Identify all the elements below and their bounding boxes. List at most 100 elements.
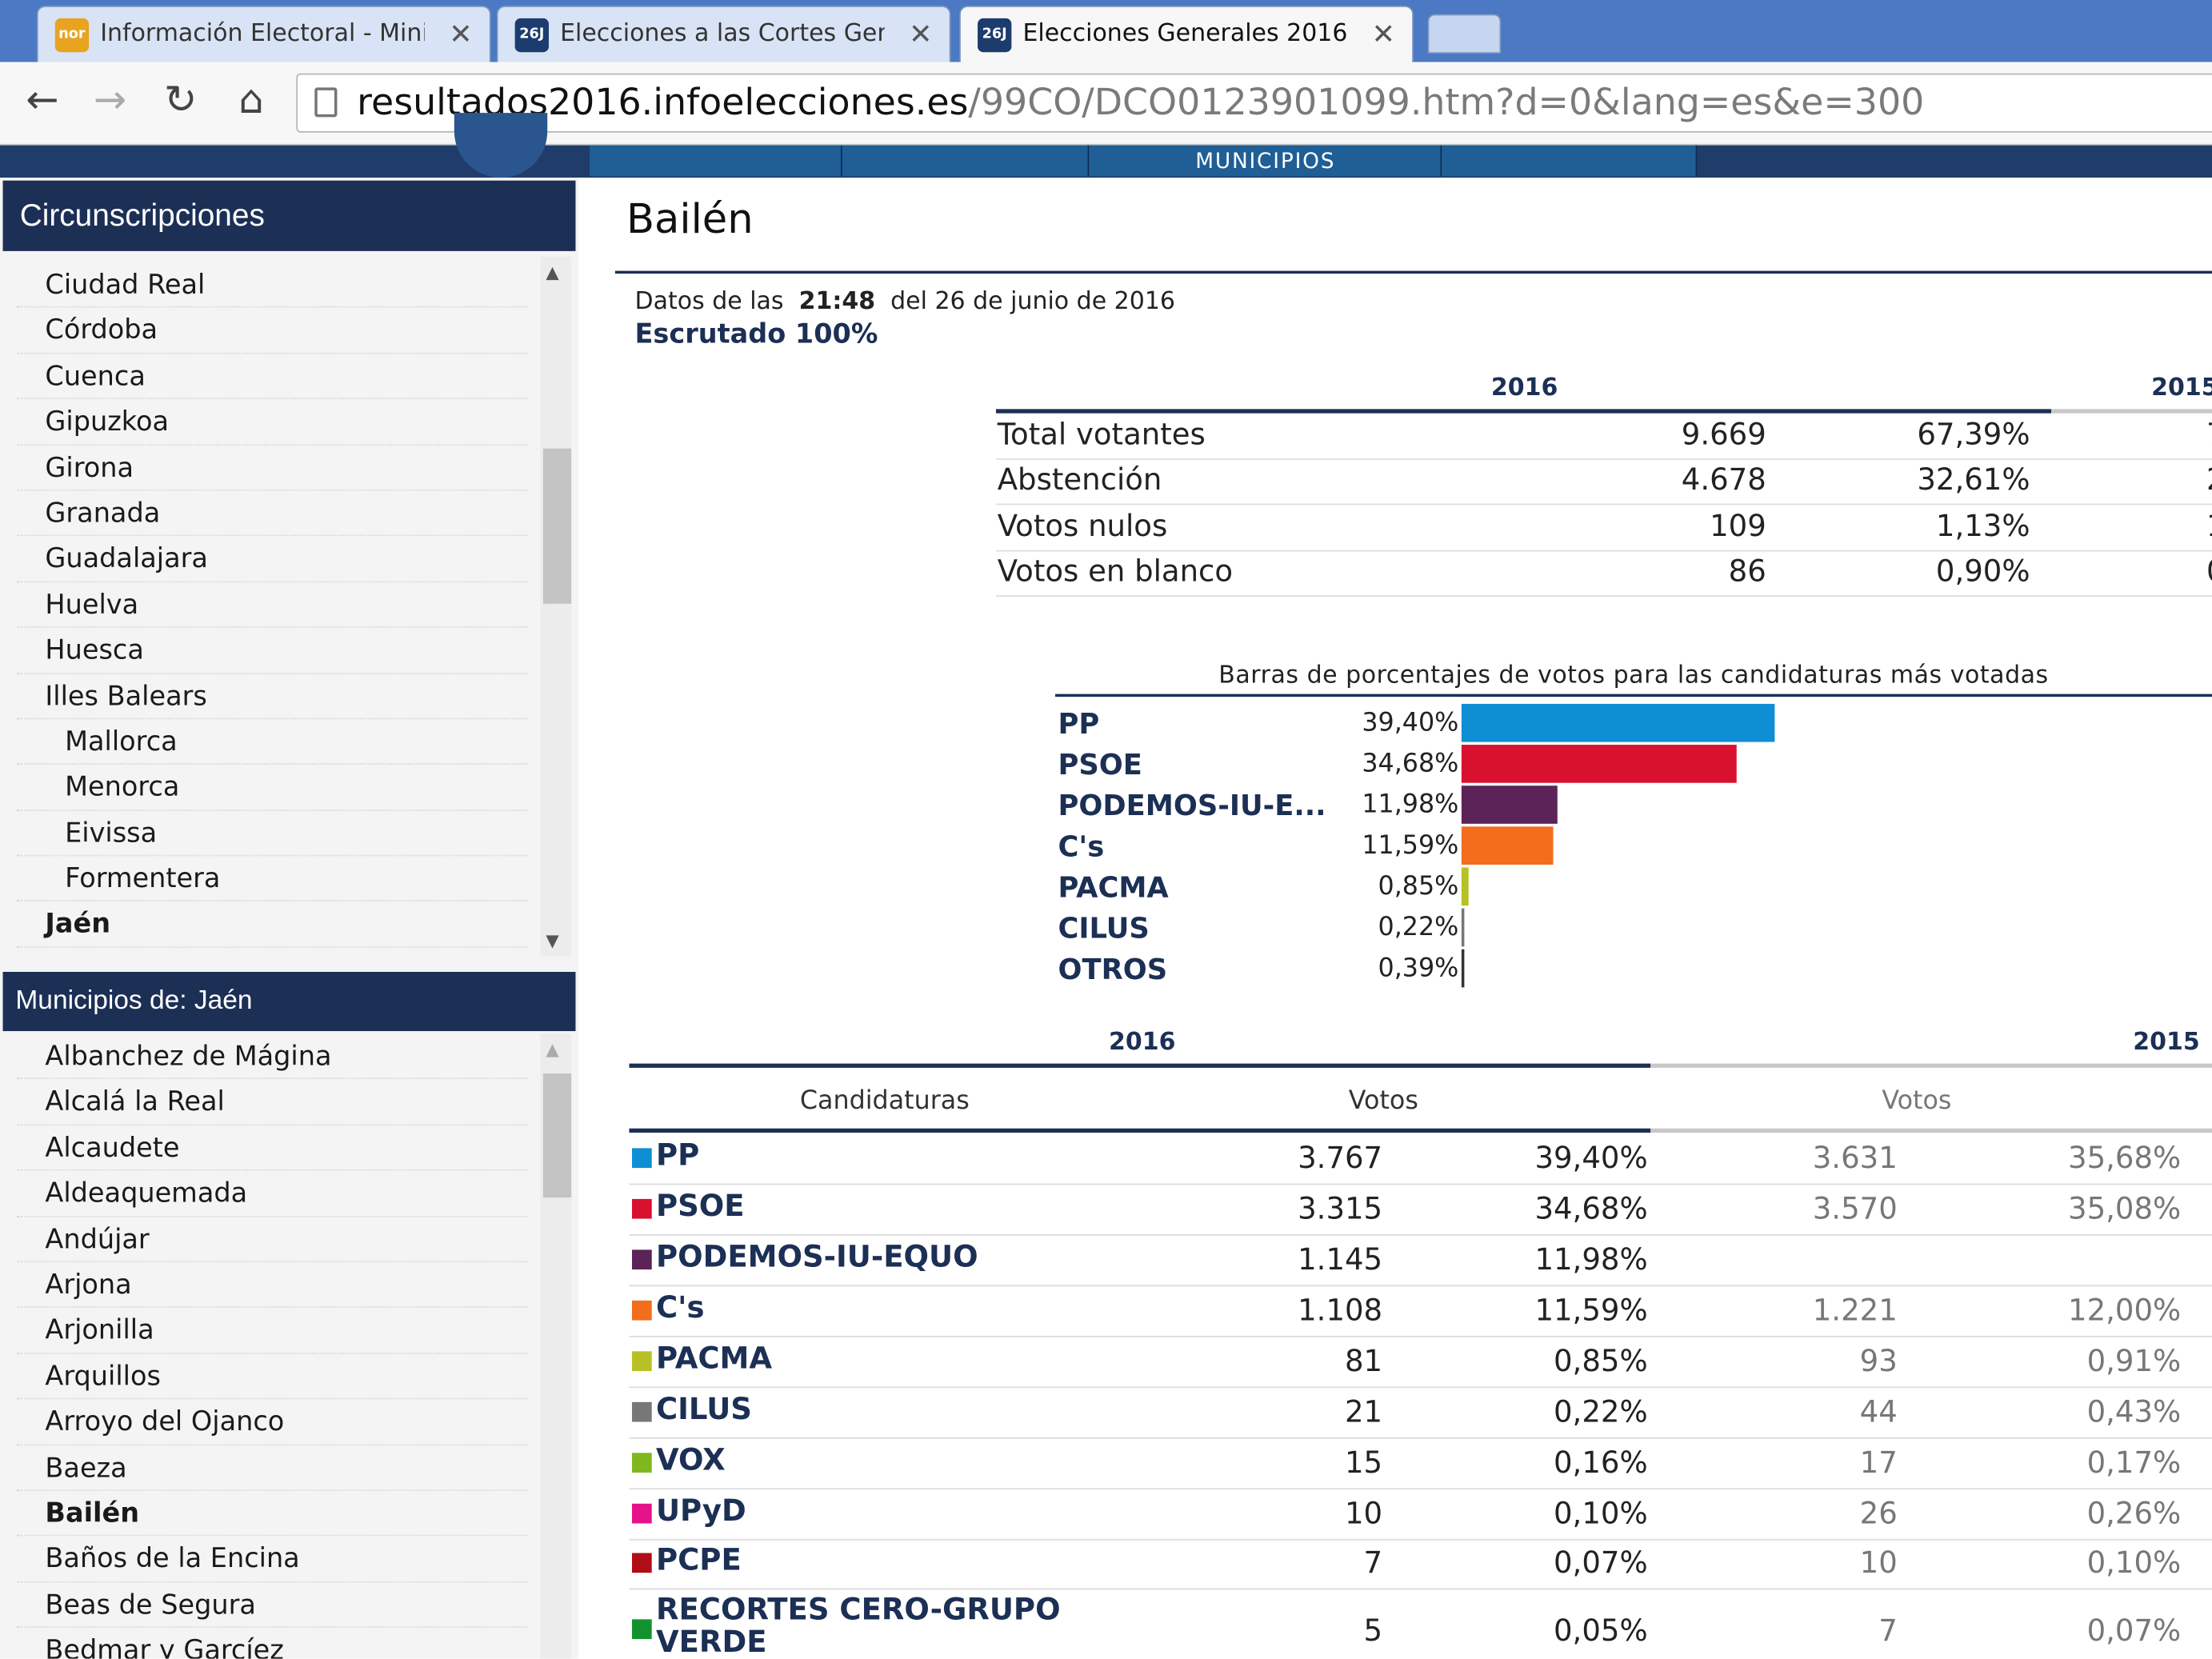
municipio-item[interactable]: Beas de Segura bbox=[17, 1582, 528, 1629]
circunscripcion-item[interactable]: Huesca bbox=[17, 628, 528, 674]
bars-caption: Barras de porcentajes de votos para las … bbox=[1218, 662, 2049, 690]
pct-2016: 0,07% bbox=[1553, 1545, 1648, 1581]
circunscripcion-item[interactable]: Girona bbox=[17, 445, 528, 491]
votes-2016: 1.108 bbox=[1298, 1293, 1383, 1328]
bar-fill bbox=[1461, 703, 1775, 742]
home-icon[interactable]: ⌂ bbox=[238, 76, 264, 123]
votes-2015: 3.570 bbox=[1812, 1192, 1898, 1226]
pct-2016: 0,22% bbox=[1553, 1395, 1648, 1429]
tab-elecciones-cortes[interactable]: 26J Elecciones a las Cortes Gener ✕ bbox=[496, 6, 951, 62]
summary-year-2016: 2016 bbox=[1490, 374, 1558, 402]
circunscripcion-item[interactable]: Ciudad Real bbox=[17, 262, 528, 309]
results-rule-2016 bbox=[629, 1063, 1651, 1068]
results-row: VOX 15 0,16% 17 0,17% bbox=[629, 1437, 2212, 1490]
back-arrow-icon[interactable]: ← bbox=[26, 76, 59, 123]
municipio-item[interactable]: Arjona bbox=[17, 1262, 528, 1309]
scrollbar-thumb[interactable] bbox=[542, 1073, 572, 1198]
summary-votes-2016: 86 bbox=[1728, 554, 1766, 589]
municipios-scrollbar[interactable]: ▲ bbox=[540, 1033, 572, 1659]
tab-elecciones-generales[interactable]: 26J Elecciones Generales 2016 - ( ✕ bbox=[959, 6, 1414, 62]
scroll-down-icon[interactable]: ▼ bbox=[546, 930, 559, 951]
bar-party-name: PP bbox=[1058, 706, 1100, 741]
site-nav-item[interactable] bbox=[590, 145, 842, 177]
26j-icon: 26J bbox=[978, 18, 1012, 53]
circunscripcion-item[interactable]: Cuenca bbox=[17, 354, 528, 400]
data-timestamp: Datos de las 21:48 del 26 de junio de 20… bbox=[635, 288, 1175, 316]
close-icon[interactable]: ✕ bbox=[909, 17, 933, 51]
bar-percentage: 34,68% bbox=[1362, 749, 1459, 779]
address-bar[interactable]: resultados2016.infoelecciones.es/99CO/DC… bbox=[296, 73, 2212, 133]
scrollbar-thumb[interactable] bbox=[542, 448, 572, 604]
pct-2016: 0,05% bbox=[1553, 1613, 1648, 1648]
reload-icon[interactable]: ↻ bbox=[164, 76, 198, 123]
votes-2015: 93 bbox=[1859, 1344, 1898, 1378]
tab-informacion-electoral[interactable]: nor Información Electoral - Minist ✕ bbox=[36, 6, 491, 62]
summary-row: Votos en blanco 86 0,90% 0 bbox=[995, 550, 2212, 598]
circunscripcion-item[interactable]: Gipuzkoa bbox=[17, 399, 528, 446]
pct-2016: 0,16% bbox=[1553, 1445, 1648, 1480]
bar-party-name: PACMA bbox=[1058, 870, 1169, 905]
site-nav-municipios[interactable] bbox=[1089, 145, 1442, 177]
site-nav-municipios-label[interactable]: MUNICIPIOS bbox=[1195, 148, 1336, 174]
votes-2015: 26 bbox=[1859, 1496, 1898, 1531]
circunscripcion-item[interactable]: Eivissa bbox=[17, 810, 528, 857]
party-name: PODEMOS-IU-EQUO bbox=[655, 1240, 978, 1274]
results-row: PP 3.767 39,40% 3.631 35,68% bbox=[629, 1133, 2212, 1185]
circunscripcion-item[interactable]: Guadalajara bbox=[17, 537, 528, 582]
26j-icon: 26J bbox=[514, 18, 549, 53]
bar-party-name: OTROS bbox=[1058, 952, 1168, 986]
summary-pct-2016: 0,90% bbox=[1935, 554, 2030, 589]
circunscripciones-scrollbar[interactable]: ▲ ▼ bbox=[540, 256, 572, 957]
circunscripcion-item[interactable]: Granada bbox=[17, 491, 528, 537]
municipio-item[interactable]: Albanchez de Mágina bbox=[17, 1034, 528, 1080]
municipio-item[interactable]: Arjonilla bbox=[17, 1308, 528, 1354]
pct-2015: 0,10% bbox=[2086, 1545, 2182, 1581]
summary-label: Total votantes bbox=[997, 417, 1206, 452]
summary-value-2015: 0 bbox=[2206, 554, 2212, 588]
site-nav-item[interactable] bbox=[842, 145, 1090, 177]
summary-row: Abstención 4.678 32,61% 28 bbox=[995, 459, 2212, 506]
new-tab-button[interactable] bbox=[1427, 14, 1502, 54]
site-nav-item[interactable] bbox=[1442, 145, 1698, 177]
circunscripcion-item[interactable]: Formentera bbox=[17, 857, 528, 902]
party-color-swatch bbox=[632, 1619, 652, 1640]
municipio-item[interactable]: Andújar bbox=[17, 1217, 528, 1263]
scroll-up-icon[interactable]: ▲ bbox=[546, 262, 559, 282]
bar-percentage: 11,59% bbox=[1362, 830, 1459, 861]
pct-2016: 11,98% bbox=[1534, 1242, 1648, 1277]
bar-fill bbox=[1461, 867, 1469, 906]
circunscripcion-item[interactable]: Illes Balears bbox=[17, 674, 528, 720]
circunscripcion-item[interactable]: Jaén bbox=[17, 902, 528, 948]
municipio-item[interactable]: Alcalá la Real bbox=[17, 1080, 528, 1125]
circunscripcion-item[interactable]: Córdoba bbox=[17, 308, 528, 354]
circunscripcion-item[interactable]: Mallorca bbox=[17, 719, 528, 766]
municipio-item[interactable]: Arroyo del Ojanco bbox=[17, 1400, 528, 1445]
municipio-item[interactable]: Alcaudete bbox=[17, 1125, 528, 1171]
municipio-item[interactable]: Baeza bbox=[17, 1445, 528, 1491]
municipio-item[interactable]: Bailén bbox=[17, 1491, 528, 1537]
title-divider bbox=[614, 270, 2212, 274]
scroll-up-icon[interactable]: ▲ bbox=[546, 1039, 559, 1060]
votes-2016: 7 bbox=[1363, 1545, 1383, 1581]
municipio-item[interactable]: Baños de la Encina bbox=[17, 1537, 528, 1582]
votes-2015: 3.631 bbox=[1812, 1141, 1898, 1175]
municipios-list: Albanchez de Mágina Alcalá la Real Alcaude… bbox=[17, 1034, 528, 1659]
party-color-swatch bbox=[632, 1553, 652, 1573]
party-color-swatch bbox=[632, 1300, 652, 1321]
col-votos-2016: Votos bbox=[1348, 1085, 1418, 1116]
results-row: PSOE 3.315 34,68% 3.570 35,08% bbox=[629, 1183, 2212, 1236]
forward-arrow-icon[interactable]: → bbox=[93, 76, 127, 123]
municipio-item[interactable]: Arquillos bbox=[17, 1353, 528, 1400]
municipio-item[interactable]: Bedmar y Garcíez bbox=[17, 1628, 527, 1659]
summary-value-2015: 28 bbox=[2206, 463, 2212, 497]
pct-2015: 0,17% bbox=[2086, 1445, 2182, 1480]
circunscripcion-item[interactable]: Menorca bbox=[17, 765, 528, 811]
party-color-swatch bbox=[632, 1401, 652, 1422]
close-icon[interactable]: ✕ bbox=[1371, 17, 1396, 51]
municipio-item[interactable]: Aldeaquemada bbox=[17, 1171, 528, 1217]
circunscripcion-item[interactable]: Huelva bbox=[17, 582, 528, 628]
close-icon[interactable]: ✕ bbox=[449, 17, 473, 51]
party-name: RECORTES CERO-GRUPO VERDE bbox=[655, 1592, 1061, 1659]
summary-year-2015: 2015 bbox=[2151, 374, 2212, 402]
bar-percentage: 11,98% bbox=[1362, 790, 1459, 820]
